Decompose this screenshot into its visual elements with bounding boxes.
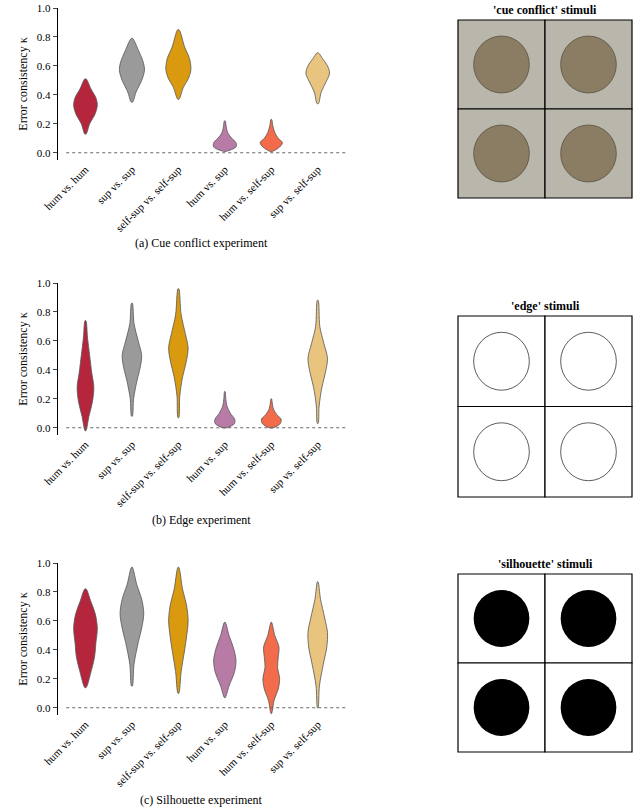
svg-text:0.4: 0.4 — [37, 89, 51, 101]
svg-text:hum vs. self-sup: hum vs. self-sup — [217, 163, 277, 223]
svg-text:sup vs. sup: sup vs. sup — [94, 438, 137, 481]
svg-text:1.0: 1.0 — [37, 2, 51, 14]
svg-text:0.4: 0.4 — [37, 644, 51, 656]
svg-text:Error consistency κ: Error consistency κ — [16, 37, 30, 130]
svg-text:Error consistency κ: Error consistency κ — [16, 592, 30, 685]
svg-text:0.0: 0.0 — [37, 702, 51, 714]
svg-text:hum vs. self-sup: hum vs. self-sup — [217, 438, 277, 498]
svg-text:1.0: 1.0 — [37, 277, 51, 289]
svg-text:'edge' stimuli: 'edge' stimuli — [511, 299, 580, 313]
svg-text:0.6: 0.6 — [37, 60, 51, 72]
svg-text:0.0: 0.0 — [37, 422, 51, 434]
svg-text:hum vs. hum: hum vs. hum — [42, 163, 91, 212]
svg-text:(a) Cue conflict experiment: (a) Cue conflict experiment — [135, 236, 268, 250]
svg-text:hum vs. self-sup: hum vs. self-sup — [217, 718, 277, 778]
svg-text:0.0: 0.0 — [37, 147, 51, 159]
svg-text:self-sup vs. self-sup: self-sup vs. self-sup — [113, 163, 184, 234]
svg-text:0.2: 0.2 — [37, 673, 51, 685]
svg-text:sup vs. self-sup: sup vs. self-sup — [266, 718, 323, 775]
svg-text:'cue conflict' stimuli: 'cue conflict' stimuli — [493, 3, 597, 17]
svg-text:Error consistency κ: Error consistency κ — [16, 312, 30, 405]
svg-text:self-sup vs. self-sup: self-sup vs. self-sup — [113, 438, 184, 509]
svg-text:0.2: 0.2 — [37, 393, 51, 405]
svg-text:0.8: 0.8 — [37, 306, 51, 318]
svg-text:0.4: 0.4 — [37, 364, 51, 376]
svg-text:hum vs. hum: hum vs. hum — [42, 438, 91, 487]
svg-text:sup vs. self-sup: sup vs. self-sup — [266, 163, 323, 220]
svg-text:0.6: 0.6 — [37, 615, 51, 627]
svg-text:sup vs. self-sup: sup vs. self-sup — [266, 438, 323, 495]
svg-text:hum vs. hum: hum vs. hum — [42, 718, 91, 767]
svg-text:(c) Silhouette experiment: (c) Silhouette experiment — [140, 793, 263, 807]
svg-text:0.8: 0.8 — [37, 31, 51, 43]
svg-text:0.8: 0.8 — [37, 586, 51, 598]
svg-text:hum vs. sup: hum vs. sup — [184, 163, 230, 209]
svg-text:(b) Edge experiment: (b) Edge experiment — [152, 513, 251, 527]
svg-text:0.2: 0.2 — [37, 118, 51, 130]
svg-text:'silhouette' stimuli: 'silhouette' stimuli — [498, 557, 593, 571]
svg-text:hum vs. sup: hum vs. sup — [184, 718, 230, 764]
svg-text:hum vs. sup: hum vs. sup — [184, 438, 230, 484]
svg-text:1.0: 1.0 — [37, 557, 51, 569]
svg-text:sup vs. sup: sup vs. sup — [94, 163, 137, 206]
svg-text:0.6: 0.6 — [37, 335, 51, 347]
svg-text:self-sup vs. self-sup: self-sup vs. self-sup — [113, 718, 184, 789]
svg-text:sup vs. sup: sup vs. sup — [94, 718, 137, 761]
